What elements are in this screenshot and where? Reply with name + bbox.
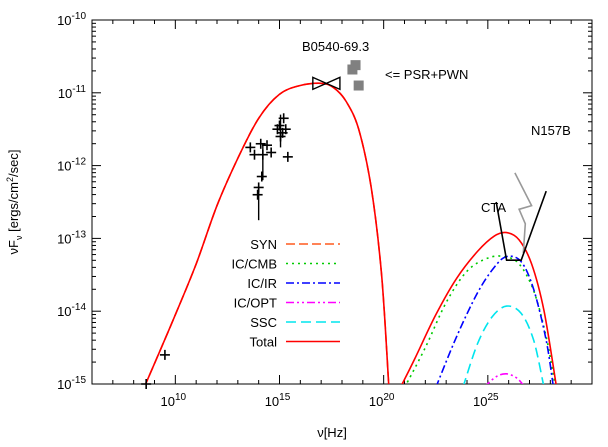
y-tick-label: 10-10 [57, 11, 86, 28]
psr-pwn-square [353, 80, 364, 91]
psr-pwn-label: <= PSR+PWN [385, 67, 468, 82]
data-point [252, 189, 263, 200]
series-total-line [144, 82, 390, 384]
data-point [280, 124, 291, 135]
legend-label-syn: SYN [250, 237, 277, 252]
y-axis-title: νFν [ergs/cm2/sec] [5, 150, 24, 255]
y-tick-label: 10-12 [57, 157, 86, 174]
n157b-curve [514, 172, 533, 254]
n157b-label: N157B [531, 123, 571, 138]
data-point [266, 147, 277, 158]
data-point [282, 151, 293, 162]
x-axis-label: ν[Hz] [317, 425, 347, 440]
xray-bowtie [312, 76, 341, 91]
radio-optical-xray-points [141, 113, 293, 389]
x-axis-title: ν[Hz] [317, 425, 347, 440]
legend-label-total: Total [250, 335, 278, 350]
data-point [274, 120, 285, 131]
legend-label-ic-opt: IC/OPT [234, 296, 277, 311]
y-tick-label: 10-14 [57, 302, 86, 319]
data-point [159, 349, 170, 360]
psr-pwn-square [350, 60, 361, 71]
data-point [262, 140, 272, 151]
legend-label-ic-ir: IC/IR [247, 276, 277, 291]
data-point [245, 142, 256, 153]
data-point [256, 171, 267, 182]
legend-label-ssc: SSC [250, 315, 277, 330]
source-label: B0540-69.3 [302, 39, 369, 54]
y-tick-label: 10-13 [57, 229, 86, 246]
cta-sensitivity-curve [495, 190, 547, 261]
y-axis-label: νFν [ergs/cm2/sec] [5, 150, 24, 255]
series-ic-opt-line [486, 372, 524, 384]
x-tick-label: 1010 [161, 392, 187, 409]
y-tick-label: 10-15 [57, 375, 86, 392]
y-tick-label: 10-11 [58, 84, 87, 101]
legend-label-ic-cmb: IC/CMB [232, 257, 278, 272]
legend: SYN IC/CMB IC/IR IC/OPT SSC Total [232, 237, 340, 350]
data-point [255, 138, 266, 149]
series-total-line-ic [401, 231, 557, 384]
x-tick-label: 1015 [265, 392, 291, 409]
cta-label: CTA [481, 200, 506, 215]
x-tick-label: 1020 [369, 392, 395, 409]
data-point [141, 379, 152, 389]
series-ssc-line [463, 305, 545, 384]
x-tick-label: 1025 [473, 392, 499, 409]
